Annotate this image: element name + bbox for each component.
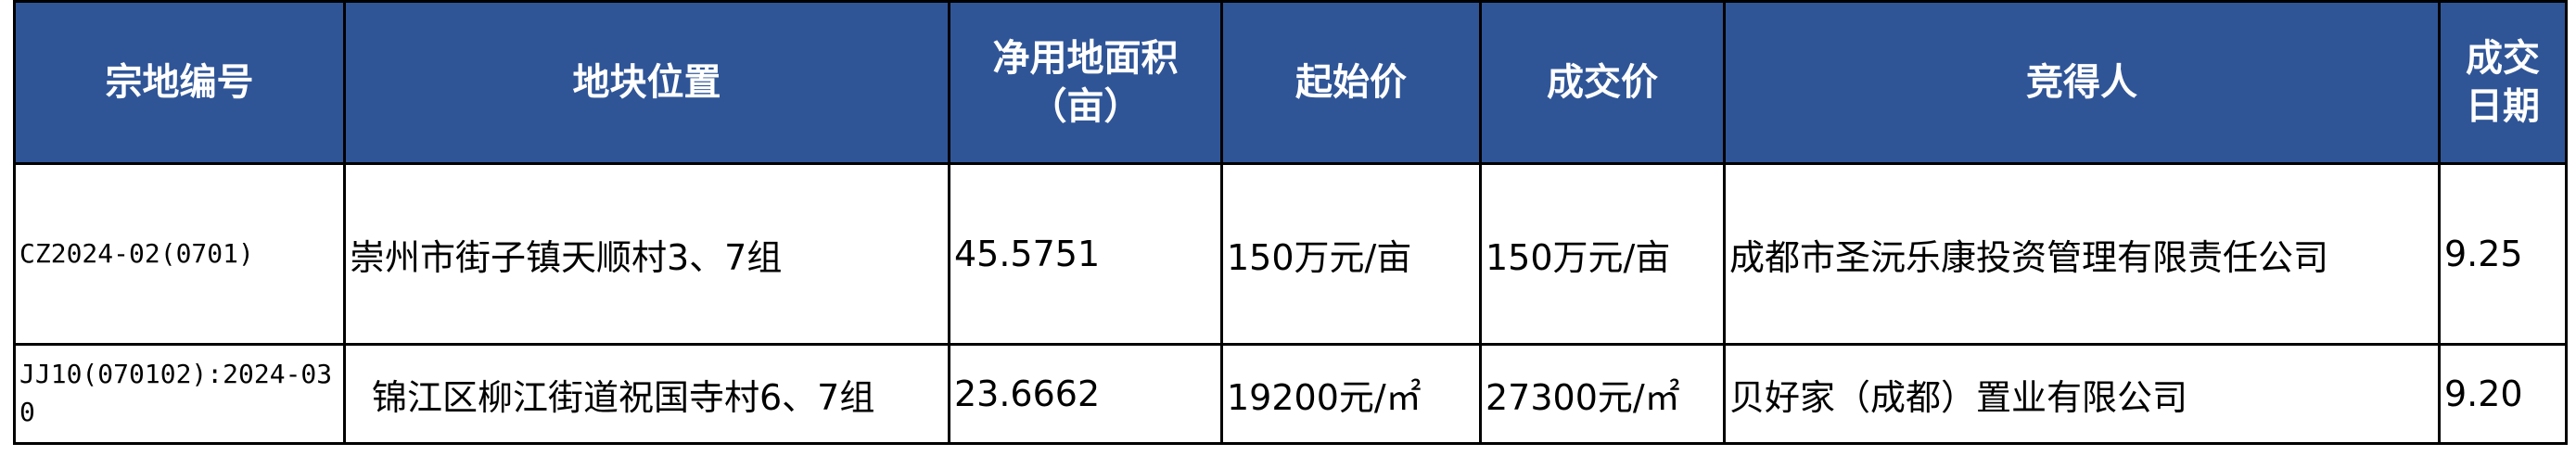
cell-winner: 贝好家（成都）置业有限公司 [1723,343,2441,445]
cell-code: CZ2024-02(0701) [13,162,346,346]
cell-area: 23.6662 [948,343,1223,445]
table-row: CZ2024-02(0701) 崇州市街子镇天顺村3、7组 45.5751 15… [13,162,2568,346]
header-area-line2: （亩） [1029,85,1141,128]
cell-location: 锦江区柳江街道祝国寺村6、7组 [343,343,950,445]
cell-deal-price: 27300元/㎡ [1479,343,1726,445]
cell-code: JJ10(070102):2024-030 [13,343,346,445]
header-area-line1: 净用地面积 [992,37,1179,80]
cell-deal-price: 150万元/亩 [1479,162,1726,346]
header-winner: 竞得人 [1723,0,2441,165]
cell-start-price: 19200元/㎡ [1220,343,1482,445]
header-deal-price: 成交价 [1479,0,1726,165]
cell-winner: 成都市圣沅乐康投资管理有限责任公司 [1723,162,2441,346]
land-auction-table: 宗地编号 地块位置 净用地面积 （亩） 起始价 成交价 竞得人 成交日期 CZ20… [13,0,2568,445]
header-date: 成交日期 [2438,0,2568,165]
table-row: JJ10(070102):2024-030 锦江区柳江街道祝国寺村6、7组 23… [13,343,2568,445]
header-area: 净用地面积 （亩） [948,0,1223,165]
header-location: 地块位置 [343,0,950,165]
header-start-price: 起始价 [1220,0,1482,165]
cell-date: 9.25 [2438,162,2568,346]
cell-start-price: 150万元/亩 [1220,162,1482,346]
header-row: 宗地编号 地块位置 净用地面积 （亩） 起始价 成交价 竞得人 成交日期 [13,0,2568,165]
cell-location: 崇州市街子镇天顺村3、7组 [343,162,950,346]
header-code: 宗地编号 [13,0,346,165]
cell-area: 45.5751 [948,162,1223,346]
cell-date: 9.20 [2438,343,2568,445]
